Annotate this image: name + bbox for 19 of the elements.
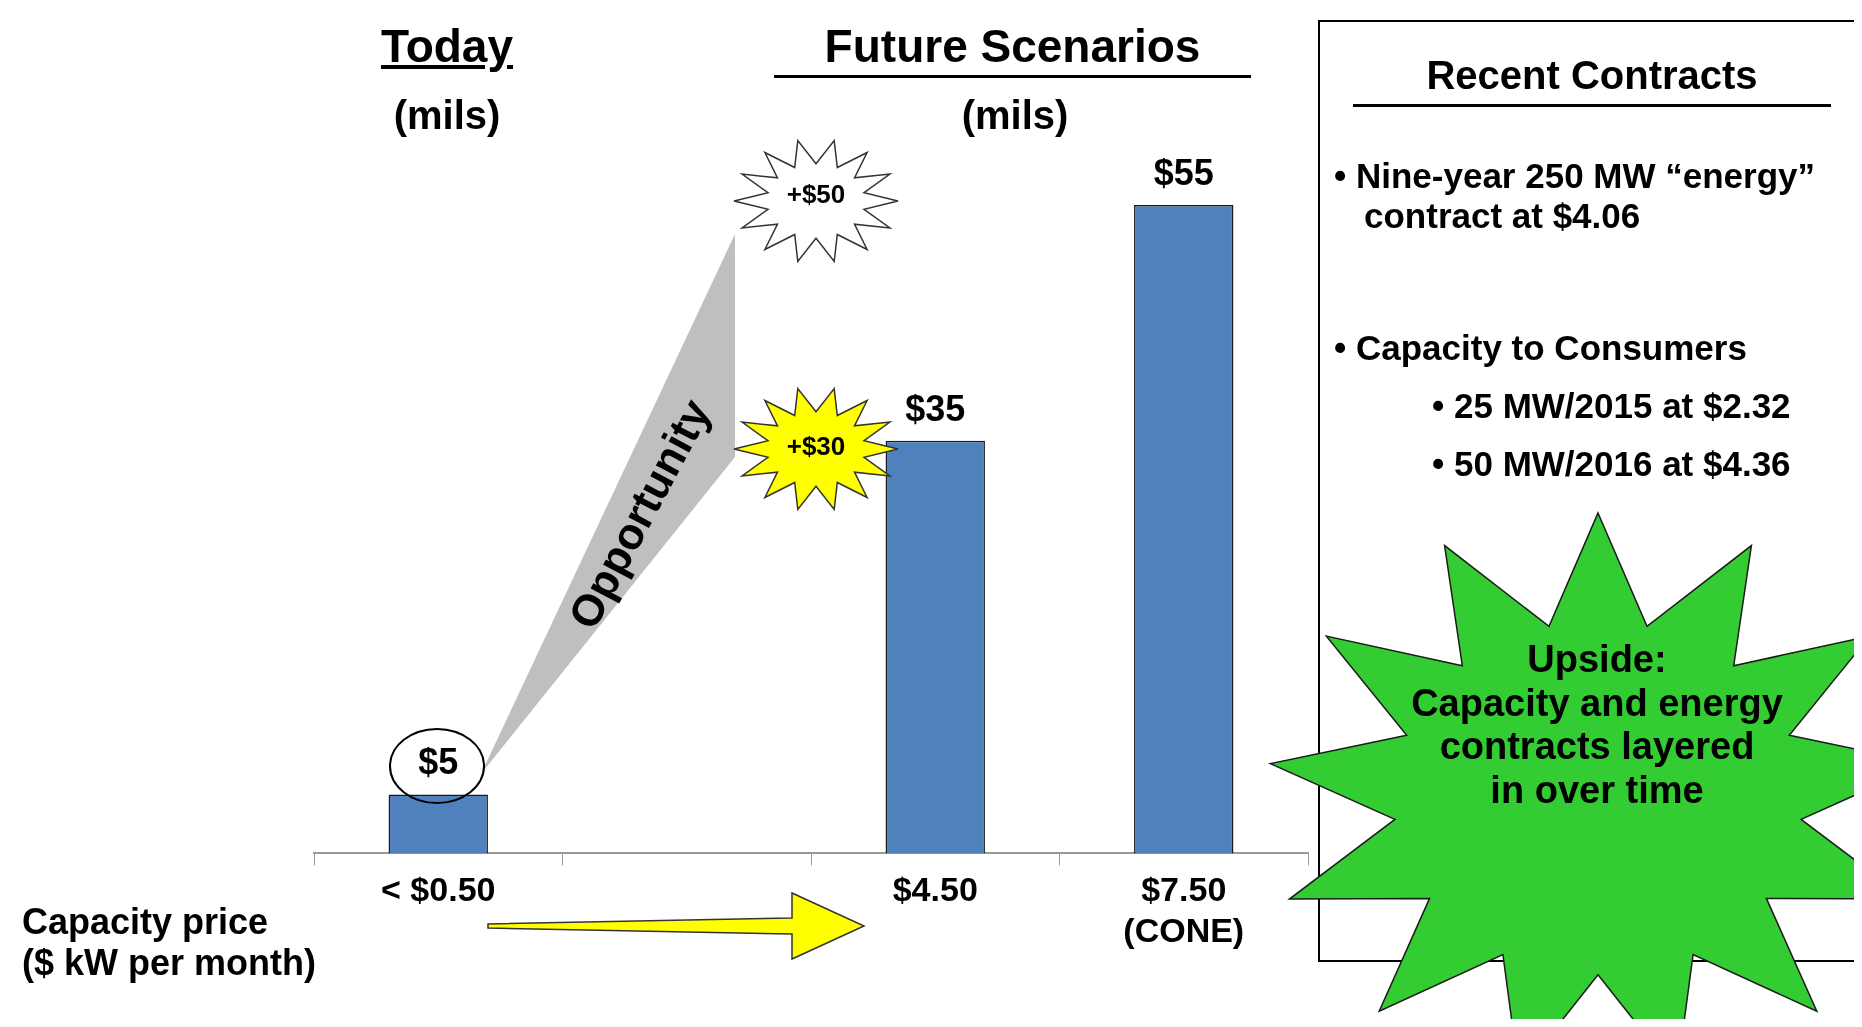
text: Today — [379, 20, 515, 73]
x-tick-label: $4.50 — [892, 870, 978, 909]
data-label: $35 — [905, 387, 966, 429]
x-tick-label: < $0.50 — [381, 870, 496, 909]
annotation: +$50 — [785, 179, 847, 210]
text: • Nine-year 250 MW “energy” contract at $4.06 — [1334, 156, 1817, 237]
text: Recent Contracts — [1353, 52, 1831, 107]
text: Upside: Capacity and energy contracts layered in over time — [1410, 638, 1784, 813]
data-label: $55 — [1153, 151, 1214, 193]
text: • 50 MW/2016 at $4.36 — [1432, 444, 1792, 485]
text: (mils) — [392, 92, 502, 138]
annotation: +$30 — [785, 431, 847, 462]
text: (mils) — [960, 92, 1070, 138]
x-tick-label: $7.50 (CONE) — [1123, 870, 1245, 949]
data-label: $5 — [418, 741, 459, 783]
x-axis-title: Capacity price ($ kW per month) — [22, 901, 317, 984]
text: Future Scenarios — [774, 20, 1251, 78]
text: • Capacity to Consumers — [1334, 328, 1748, 369]
text: • 25 MW/2015 at $2.32 — [1432, 386, 1792, 427]
